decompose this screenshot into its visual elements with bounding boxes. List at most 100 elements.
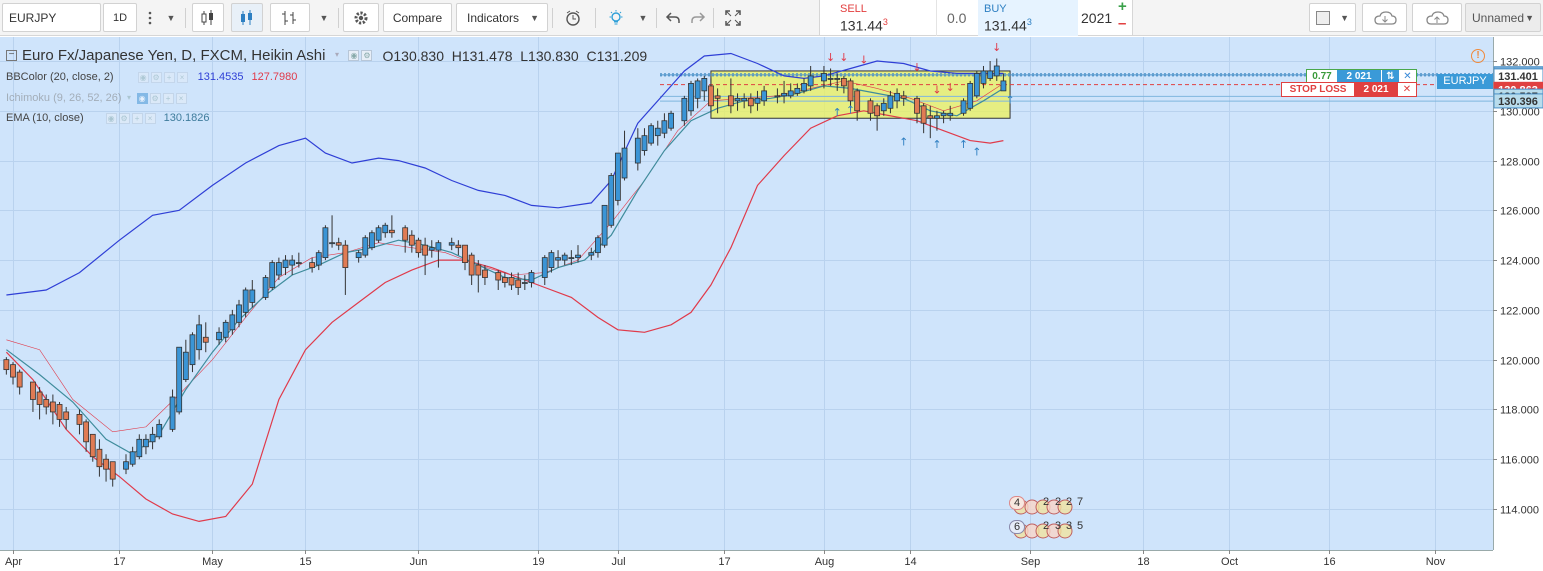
- symbol-search-input[interactable]: EURJPY: [2, 3, 101, 32]
- settings-small-icon[interactable]: ⚙: [361, 50, 373, 61]
- time-scale: [0, 550, 1493, 571]
- hidden-eye-icon[interactable]: ◉: [136, 92, 148, 104]
- y-tick-label: 120.000: [1500, 356, 1540, 368]
- spread-value: 0.0: [947, 10, 967, 26]
- candle-body: [501, 277, 508, 283]
- event-badge[interactable]: 5: [1076, 520, 1084, 532]
- warning-icon[interactable]: !: [1471, 49, 1485, 63]
- candle-body: [10, 364, 16, 378]
- candle-body: [827, 78, 834, 80]
- event-badge[interactable]: 6: [1009, 520, 1025, 534]
- candle-body: [96, 448, 103, 468]
- buy-button[interactable]: BUY 131.443: [978, 0, 1078, 36]
- candle-body: [123, 461, 129, 470]
- symbol-tag-text: EURJPY: [1443, 75, 1487, 87]
- collapse-legend-icon[interactable]: −: [6, 50, 17, 61]
- x-tick-label: 18: [1137, 556, 1149, 568]
- more-vertical-icon[interactable]: [139, 3, 161, 32]
- events-cluster[interactable]: 4 2 2 2 7 6 2 3 3 5: [1006, 496, 1101, 548]
- event-badge[interactable]: 2: [1054, 496, 1062, 508]
- tp-qty: 2 021: [1337, 70, 1381, 83]
- ema-legend: EMA (10, close) ◉ ⚙ + × 130.1826: [6, 112, 210, 124]
- event-badge[interactable]: 7: [1076, 496, 1084, 508]
- candle-body: [621, 147, 628, 179]
- candle-body: [282, 259, 289, 268]
- chart-style-dropdown-icon[interactable]: ▼: [319, 12, 329, 23]
- sell-signal-arrow: ↓: [859, 53, 868, 66]
- cloud-load-icon[interactable]: [1362, 3, 1407, 32]
- price-chart[interactable]: 132.000 130.000 128.000 126.000 124.000 122.0…: [0, 37, 1543, 571]
- y-tick-label: 114.000: [1500, 505, 1539, 517]
- candle-body: [30, 381, 36, 400]
- candle-body: [894, 92, 900, 102]
- candle-body: [202, 336, 209, 343]
- candle-body: [295, 262, 302, 265]
- sell-price: 131.44: [840, 17, 883, 34]
- event-badge[interactable]: 2: [1042, 496, 1050, 508]
- candle-body: [727, 95, 734, 107]
- lightbulb-icon[interactable]: [600, 3, 632, 32]
- event-badge[interactable]: 2: [1065, 496, 1073, 508]
- buy-signal-arrow: ↑: [932, 138, 941, 151]
- candle-body: [56, 404, 63, 420]
- fullscreen-icon[interactable]: [719, 3, 747, 32]
- quantity-minus-button[interactable]: –: [1118, 15, 1127, 32]
- settings-gear-icon[interactable]: [343, 3, 379, 32]
- compare-button[interactable]: Compare: [383, 3, 452, 32]
- event-badge[interactable]: 3: [1065, 520, 1073, 532]
- layout-name-button[interactable]: Unnamed ▼: [1465, 3, 1541, 32]
- cloud-save-icon[interactable]: [1412, 3, 1462, 32]
- heikin-ashi-style-icon[interactable]: [231, 3, 263, 32]
- interval-button[interactable]: 1D: [103, 3, 137, 32]
- eye-icon[interactable]: ◉: [348, 50, 360, 61]
- bars-style-icon[interactable]: [270, 3, 310, 32]
- event-badge[interactable]: 2: [1042, 520, 1050, 532]
- interval-text: 1D: [112, 11, 128, 24]
- alert-clock-icon[interactable]: [557, 3, 589, 32]
- candle-body: [641, 135, 648, 151]
- candle-body: [993, 65, 1000, 77]
- indicators-button[interactable]: Indicators ▼: [456, 3, 548, 32]
- candle-body: [89, 433, 96, 458]
- tp-close-icon[interactable]: ✕: [1403, 71, 1412, 82]
- candle-body: [129, 451, 136, 465]
- interval-dropdown-icon[interactable]: ▼: [166, 12, 176, 23]
- bollinger-upper-line: [6, 52, 1004, 296]
- x-tick-label: Nov: [1426, 556, 1446, 568]
- ohlc-low: L130.830: [520, 47, 579, 64]
- rectangle-tool-button[interactable]: ▼: [1309, 3, 1356, 32]
- candles-style-icon[interactable]: [192, 3, 224, 32]
- buy-signal-arrow: ↑: [833, 106, 842, 119]
- event-badge[interactable]: 3: [1054, 520, 1062, 532]
- candle-body: [781, 92, 787, 97]
- sell-signal-arrow: ↓: [932, 83, 941, 96]
- sl-close-icon[interactable]: ✕: [1402, 84, 1412, 95]
- redo-icon[interactable]: [686, 3, 710, 32]
- quantity-value[interactable]: 2021: [1081, 10, 1113, 26]
- candle-body: [355, 252, 362, 259]
- tp-reverse-icon[interactable]: ⇅: [1381, 70, 1399, 83]
- series-title: Euro Fx/Japanese Yen, D, FXCM, Heikin As…: [22, 47, 326, 64]
- candle-body: [973, 73, 980, 97]
- event-badge[interactable]: 4: [1009, 496, 1025, 510]
- sl-label: STOP LOSS: [1289, 84, 1347, 95]
- candle-body: [761, 90, 768, 102]
- candle-body: [375, 227, 382, 241]
- candle-body: [335, 242, 342, 246]
- sell-button[interactable]: SELL 131.443: [820, 0, 935, 36]
- candle-body: [275, 262, 282, 276]
- quantity-plus-button[interactable]: +: [1118, 0, 1127, 15]
- ideas-dropdown-icon[interactable]: ▼: [638, 12, 648, 23]
- candle-body: [448, 242, 455, 246]
- candle-body: [681, 97, 688, 122]
- candle-body: [754, 97, 761, 104]
- chart-area[interactable]: 132.000 130.000 128.000 126.000 124.000 122.0…: [0, 37, 1543, 571]
- stop-loss-order[interactable]: STOP LOSS 2 021 ✕: [1281, 82, 1417, 97]
- candle-body: [262, 277, 269, 298]
- layout-name: Unnamed: [1472, 10, 1525, 25]
- candle-body: [947, 112, 954, 117]
- buy-signal-arrow: ↑: [972, 146, 981, 159]
- candle-body: [428, 247, 435, 251]
- undo-icon[interactable]: [661, 3, 685, 32]
- candle-body: [482, 269, 488, 278]
